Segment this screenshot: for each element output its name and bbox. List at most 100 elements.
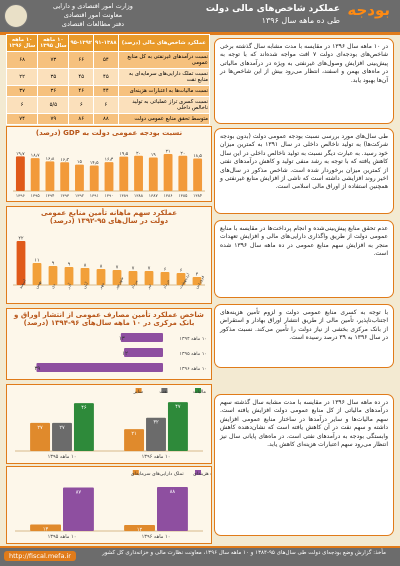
- bar: [52, 422, 72, 451]
- cell: ۶۶: [68, 51, 95, 69]
- cell: ۷۹: [37, 113, 70, 125]
- intro-text-box: در ۱۰ ماهه سال ۱۳۹۶ در مقایسه با مدت مشا…: [214, 38, 394, 124]
- indicators-table: عملکرد شاخص‌های مالی (درصد) ۹۱-۱۳۸۸ ۹۵-۱…: [5, 34, 211, 125]
- bar: [146, 417, 166, 451]
- data-label: ۱۶٫۸: [46, 157, 55, 162]
- row-label: نسبت کسری تراز عملیاتی به تولید ناخالص د…: [117, 96, 211, 114]
- intro-text: در ۱۰ ماهه سال ۱۳۹۶ در مقایسه با مدت مشا…: [220, 43, 388, 84]
- bar: [119, 156, 129, 191]
- tick-label: ۱۳۸۶: [164, 193, 173, 198]
- bar: [16, 241, 26, 285]
- data-label: ۱۹: [151, 153, 156, 158]
- bar: [60, 162, 70, 191]
- bar: [124, 429, 145, 451]
- bar: [112, 270, 122, 285]
- bar: [32, 263, 42, 285]
- cell: ۳۵: [37, 68, 70, 86]
- legend-label: سایر: [133, 389, 143, 395]
- bar: [192, 277, 202, 285]
- data-label: ۲۱: [166, 150, 171, 155]
- tick-label: ۱۳۹۶: [16, 193, 25, 198]
- bar: [30, 158, 40, 191]
- data-label: ۶: [164, 268, 167, 273]
- page-title: بودجه: [347, 1, 390, 19]
- header-bar: بودجه عملکرد شاخص‌های مالی دولت طی ده ما…: [0, 0, 400, 35]
- footer-source-label: مأخذ:: [373, 550, 386, 556]
- gdp-text-box: طی سال‌های مورد بررسی نسبت بودجه عمومی د…: [214, 128, 394, 214]
- logo-line-1: وزارت امور اقتصادی و دارایی: [53, 2, 133, 10]
- bar: [144, 271, 154, 285]
- legend-swatch: [195, 388, 201, 393]
- table-row: نسبت مالیات‌ها به اعتبارات هزینه‌ای ۴۴ ۴…: [5, 85, 211, 97]
- data-label: ۲۷: [59, 425, 65, 431]
- data-label: ۲۰: [136, 151, 141, 156]
- bar: [193, 158, 203, 191]
- col-header: عملکرد شاخص‌های مالی (درصد): [117, 34, 211, 52]
- data-label: ۱۴٫۵: [90, 161, 99, 166]
- cell: ۵۴: [93, 51, 119, 69]
- legend-swatch: [195, 470, 201, 475]
- col-header: ۱۰ ماهه سال ۱۳۹۶: [5, 34, 39, 52]
- bar: [15, 156, 25, 191]
- table-row: متوسط تحقق منابع عمومی دولت ۸۸ ۸۶ ۷۹ ۷۴: [5, 113, 211, 125]
- data-label: ۷: [116, 266, 119, 271]
- legend-swatch: [132, 470, 139, 475]
- data-label: ۴۶: [81, 405, 87, 411]
- data-label: ۱۹٫۵: [119, 152, 128, 157]
- gdp-chart-panel: نسبت بودجه عمومی دولت به GDP (درصد) ۱۸٫۵…: [6, 126, 212, 202]
- cell: ۴۵: [93, 68, 119, 86]
- legend-label: نفت: [159, 390, 167, 395]
- data-label: ۱۲: [122, 351, 128, 357]
- footer-bar: مأخذ: گزارش وضع بودجه‌ای دولت طی سال‌های…: [0, 546, 400, 566]
- tick-label: ۱۰ ماهه ۱۳۹۶: [142, 534, 171, 540]
- legend-label: اعتبارات هزینه‌ای: [193, 471, 211, 477]
- bar: [120, 333, 163, 342]
- page-period: طی ده ماهه سال ۱۳۹۶: [261, 16, 340, 25]
- bar: [45, 161, 55, 191]
- structure-text: در ده ماهه سال ۱۳۹۶ در مقایسه با مدت مشا…: [220, 399, 388, 449]
- bar: [157, 487, 188, 531]
- debt-text-box: با توجه به کسری منابع عمومی دولت و لزوم …: [214, 304, 394, 368]
- data-label: ۴۷: [175, 404, 181, 410]
- cell: ۶۸: [5, 51, 39, 69]
- bar: [104, 162, 114, 191]
- bar: [163, 154, 173, 191]
- data-label: ۱۲: [137, 527, 143, 533]
- bar: [48, 266, 58, 285]
- bar: [36, 363, 163, 372]
- bar: [30, 524, 61, 531]
- revenue-structure-panel: ۴۷ ۳۲ ۲۱ ۱۰ ماهه ۱۳۹۶ ۴۶ ۲۷ ۲۷ ۱۰ ماهه ۱۳۹۵ مالی…: [6, 384, 212, 464]
- bar: [178, 155, 188, 191]
- footer-source: مأخذ: گزارش وضع بودجه‌ای دولت طی سال‌های…: [86, 550, 386, 556]
- website-link[interactable]: http://fiscal.mefa.ir: [4, 551, 76, 561]
- bar: [63, 487, 94, 531]
- bar: [75, 164, 84, 191]
- data-label: ۳۹: [34, 366, 40, 372]
- tick-label: ۱۰ ماهه ۱۳۹۵: [179, 351, 207, 357]
- data-label: ۸۸: [170, 489, 176, 495]
- data-label: ۷: [132, 267, 135, 272]
- data-label: ۴: [196, 273, 199, 278]
- tick-label: ۱۰ ماهه ۱۳۹۶: [142, 454, 171, 460]
- data-label: ۱۸٫۷: [31, 154, 40, 159]
- tick-label: ۱۳۸۴: [193, 193, 202, 198]
- cell: ۴۴: [93, 85, 119, 97]
- monthly-text: عدم تحقق منابع پیش‌بینی‌شده و انجام پردا…: [220, 225, 388, 258]
- data-label: ۶: [180, 269, 183, 274]
- cell: ۵/۵: [37, 96, 70, 114]
- legend-swatch: [161, 388, 168, 393]
- bar: [64, 267, 74, 285]
- gdp-text: طی سال‌های مورد بررسی نسبت بودجه عمومی د…: [220, 133, 389, 191]
- tick-label: ۱۳۹۴: [45, 193, 54, 198]
- data-label: ۸: [84, 264, 87, 269]
- data-label: ۸۷: [76, 490, 82, 496]
- data-label: ۱۱: [34, 259, 39, 264]
- bar: [73, 403, 94, 451]
- tick-label: خرداد: [162, 278, 171, 289]
- cell: ۸۸: [93, 113, 119, 125]
- cell: ۶: [68, 96, 95, 114]
- cell: ۶: [5, 96, 39, 114]
- monthly-chart-panel: عملکرد سهم ماهانه تأمین منابع عمومی دولت…: [6, 206, 212, 304]
